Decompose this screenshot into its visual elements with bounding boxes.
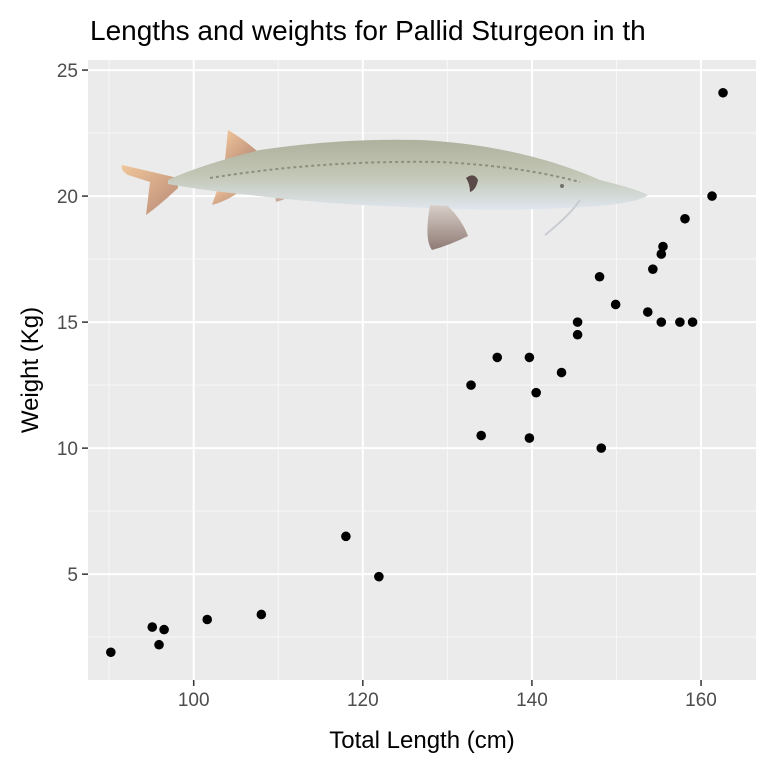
data-point: [492, 352, 503, 363]
data-point: [341, 531, 351, 542]
y-tick-label: 15: [57, 313, 78, 334]
x-tick-label: 160: [685, 690, 717, 711]
x-tick-label: 120: [347, 690, 379, 711]
chart-title: Lengths and weights for Pallid Sturgeon …: [90, 15, 646, 46]
y-axis-title: Weight (Kg): [17, 307, 44, 433]
data-point: [466, 380, 476, 390]
data-point: [648, 264, 658, 274]
data-point: [718, 87, 728, 98]
data-point: [680, 213, 690, 224]
data-point: [147, 622, 158, 632]
data-point: [524, 433, 535, 443]
data-point: [687, 317, 698, 327]
data-point: [658, 241, 668, 252]
data-point: [374, 571, 384, 582]
y-tick-label: 10: [57, 439, 78, 460]
x-axis-ticks: 100 120 140 160: [178, 680, 717, 711]
data-point: [656, 317, 667, 327]
x-tick-label: 140: [516, 690, 548, 711]
x-tick-label: 100: [178, 690, 210, 711]
data-point: [594, 271, 605, 282]
data-point: [154, 639, 164, 650]
data-point: [656, 249, 667, 259]
data-point: [596, 443, 607, 453]
data-point: [572, 317, 583, 327]
data-point: [642, 307, 653, 317]
data-point: [476, 430, 486, 441]
x-axis-title: Total Length (cm): [329, 727, 514, 754]
data-point: [675, 317, 685, 327]
data-point: [159, 624, 169, 635]
data-point: [572, 329, 583, 340]
data-point: [524, 352, 535, 363]
y-tick-label: 5: [67, 565, 78, 586]
data-point: [106, 647, 116, 658]
y-tick-label: 20: [57, 187, 78, 208]
y-axis-ticks: 5 10 15 20 25: [57, 61, 88, 586]
data-points: [106, 87, 728, 658]
data-point: [256, 609, 267, 620]
sturgeon-illustration: [121, 130, 648, 250]
data-point: [556, 367, 567, 378]
data-point: [707, 191, 717, 201]
data-point: [202, 614, 213, 625]
data-point: [610, 299, 621, 310]
y-tick-label: 25: [57, 61, 78, 82]
data-point: [531, 387, 541, 398]
